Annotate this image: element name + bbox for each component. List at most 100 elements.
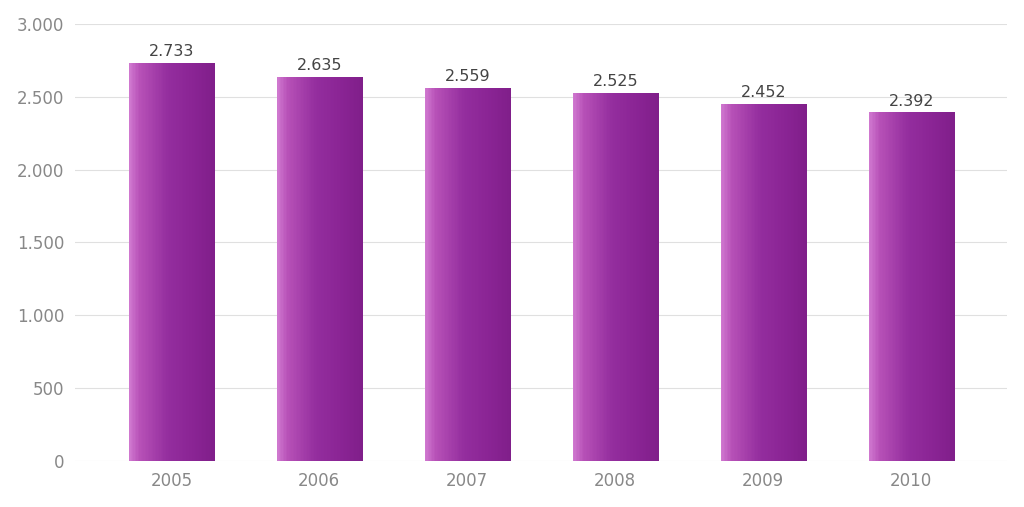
Bar [800,103,801,461]
Bar [750,103,751,461]
Bar [741,103,742,461]
Bar [765,103,767,461]
Bar [129,62,131,461]
Bar [586,93,588,461]
Bar [756,103,757,461]
Bar [432,88,433,461]
Bar [462,88,464,461]
Bar [497,88,498,461]
Bar [761,103,763,461]
Bar [770,103,771,461]
Bar [286,77,287,461]
Bar [294,77,296,461]
Bar [139,62,140,461]
Bar [318,77,321,461]
Bar [173,62,175,461]
Bar [353,77,354,461]
Bar [585,93,586,461]
Bar [942,113,943,461]
Bar [593,93,595,461]
Bar [596,93,597,461]
Bar [132,62,133,461]
Bar [877,113,878,461]
Bar [436,88,438,461]
Bar [147,62,150,461]
Bar [161,62,162,461]
Bar [152,62,154,461]
Bar [888,113,889,461]
Bar [869,113,870,461]
Bar [496,88,497,461]
Bar [736,103,738,461]
Bar [343,77,344,461]
Bar [185,62,186,461]
Bar [315,77,317,461]
Bar [189,62,190,461]
Bar [429,88,431,461]
Bar [438,88,439,461]
Bar [721,103,722,461]
Bar [313,77,314,461]
Bar [204,62,205,461]
Bar [326,77,327,461]
Bar [137,62,139,461]
Bar [467,88,468,461]
Bar [175,62,176,461]
Bar [425,88,427,461]
Bar [916,113,918,461]
Bar [609,93,610,461]
Bar [581,93,582,461]
Bar [891,113,892,461]
Bar [336,77,337,461]
Bar [945,113,946,461]
Bar [465,88,467,461]
Bar [440,88,442,461]
Bar [197,62,198,461]
Bar [616,93,617,461]
Bar [310,77,311,461]
Bar [735,103,736,461]
Bar [327,77,329,461]
Bar [749,103,750,461]
Bar [656,93,657,461]
Bar [797,103,799,461]
Bar [500,88,501,461]
Bar [589,93,590,461]
Bar [921,113,922,461]
Bar [788,103,790,461]
Bar [131,62,132,461]
Bar [209,62,211,461]
Bar [323,77,325,461]
Bar [763,103,764,461]
Bar [743,103,745,461]
Bar [600,93,602,461]
Bar [782,103,784,461]
Bar [346,77,347,461]
Bar [626,93,628,461]
Bar [510,88,511,461]
Bar [870,113,871,461]
Bar [738,103,739,461]
Bar [613,93,614,461]
Bar [493,88,494,461]
Bar [895,113,896,461]
Bar [914,113,916,461]
Bar [651,93,653,461]
Bar [899,113,900,461]
Bar [186,62,187,461]
Bar [190,62,193,461]
Bar [187,62,189,461]
Bar [280,77,282,461]
Bar [455,88,457,461]
Bar [896,113,898,461]
Bar [431,88,432,461]
Bar [910,113,911,461]
Bar [504,88,505,461]
Bar [583,93,585,461]
Bar [311,77,313,461]
Bar [439,88,440,461]
Bar [790,103,792,461]
Bar [745,103,746,461]
Bar [474,88,475,461]
Bar [635,93,636,461]
